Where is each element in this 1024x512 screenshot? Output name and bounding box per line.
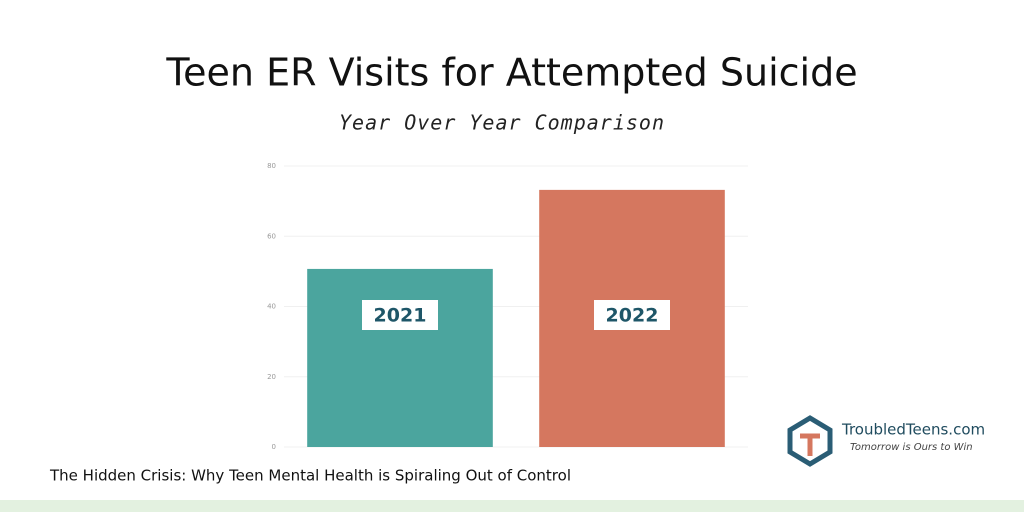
category-label-box — [594, 300, 670, 330]
logo: TroubledTeens.com Tomorrow is Ours to Wi… — [787, 415, 985, 467]
caption: The Hidden Crisis: Why Teen Mental Healt… — [49, 467, 571, 485]
logo-tagline: Tomorrow is Ours to Win — [850, 442, 973, 453]
chart-subtitle: Year Over Year Comparison — [339, 111, 665, 135]
footer-strip — [0, 500, 1024, 512]
category-label-box — [362, 300, 438, 330]
y-tick-label: 40 — [267, 303, 276, 311]
y-tick-label: 60 — [267, 232, 276, 240]
category-label: 2022 — [606, 305, 659, 327]
category-label: 2021 — [374, 305, 427, 327]
logo-name: TroubledTeens.com — [841, 421, 985, 439]
chart-title: Teen ER Visits for Attempted Suicide — [165, 51, 857, 95]
bar — [307, 268, 493, 447]
y-tick-label: 0 — [272, 443, 276, 451]
logo-icon — [787, 415, 833, 467]
logo-mark — [800, 433, 820, 456]
y-tick-label: 80 — [267, 162, 276, 170]
y-tick-label: 20 — [267, 373, 276, 381]
